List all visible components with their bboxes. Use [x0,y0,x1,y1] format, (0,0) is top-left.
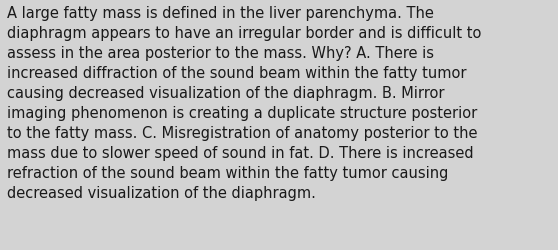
Text: A large fatty mass is defined in the liver parenchyma. The
diaphragm appears to : A large fatty mass is defined in the liv… [7,6,481,200]
